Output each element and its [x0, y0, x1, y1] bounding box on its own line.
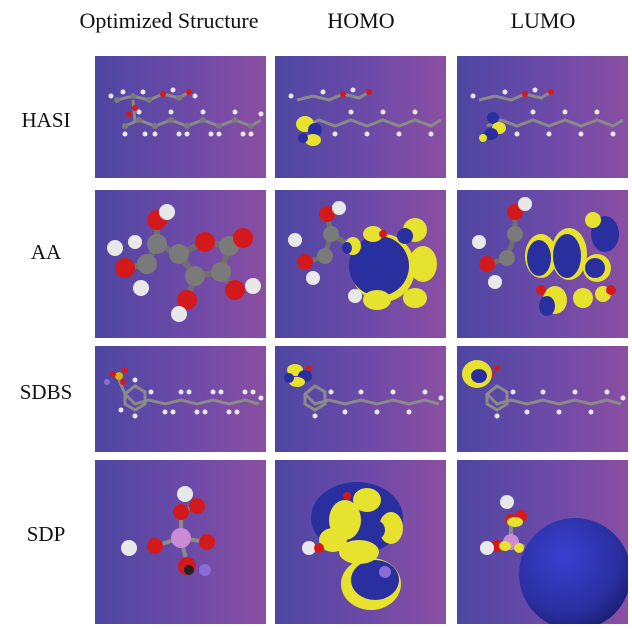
panel-hasi-lumo — [457, 56, 628, 178]
panel-sdbs-lumo — [457, 346, 628, 452]
aa-molecule — [107, 204, 261, 322]
sdp-homo-molecule — [302, 492, 391, 578]
column-header-optimized-structure: Optimized Structure — [79, 8, 259, 33]
panel-sdp-homo — [275, 460, 446, 624]
panel-sdp-lumo — [457, 460, 628, 624]
row-label-hasi: HASI — [21, 108, 71, 132]
aa-homo-molecule — [288, 201, 359, 285]
panel-sdp-structure — [95, 460, 266, 624]
panel-hasi-homo — [275, 56, 446, 178]
sdbs-lumo-orbital — [462, 360, 492, 388]
row-label-sdp: SDP — [26, 522, 66, 546]
hasi-lumo-molecule — [470, 87, 624, 137]
panel-sdbs-structure — [95, 346, 266, 452]
sdbs-molecule — [104, 367, 264, 419]
hasi-homo-orbital — [296, 116, 322, 146]
sdbs-homo-molecule — [303, 384, 444, 419]
column-header-homo: HOMO — [327, 8, 395, 33]
panel-aa-structure — [95, 190, 266, 338]
row-label-aa: AA — [30, 240, 62, 264]
column-header-lumo: LUMO — [510, 8, 576, 33]
aa-lumo-molecule — [472, 197, 532, 289]
sdp-molecule — [121, 486, 215, 576]
sdbs-homo-orbital — [284, 364, 312, 387]
panel-hasi-structure — [95, 56, 266, 178]
panel-sdbs-homo — [275, 346, 446, 452]
panel-aa-homo — [275, 190, 446, 338]
sdbs-lumo-molecule — [485, 365, 626, 419]
sdp-lumo-molecule — [480, 495, 527, 555]
panel-aa-lumo — [457, 190, 628, 338]
row-label-sdbs: SDBS — [19, 380, 73, 404]
hasi-molecule — [108, 87, 264, 137]
sdp-lumo-orbital — [519, 518, 628, 624]
sdp-homo-orbital — [311, 482, 403, 610]
aa-lumo-orbital — [525, 212, 619, 316]
hasi-homo-molecule — [288, 87, 442, 137]
hasi-lumo-orbital — [479, 112, 506, 142]
aa-homo-orbital — [342, 218, 437, 310]
